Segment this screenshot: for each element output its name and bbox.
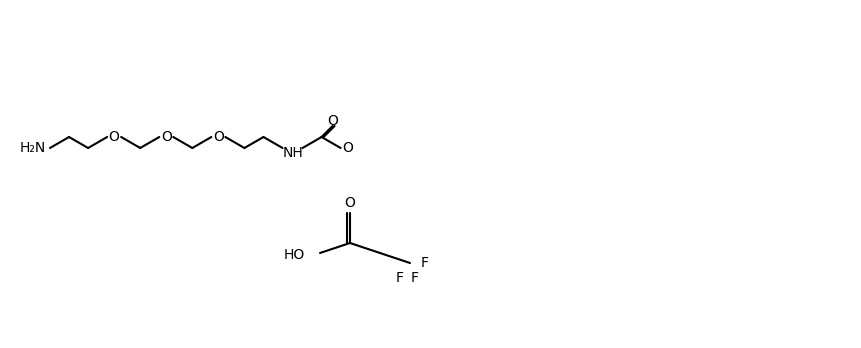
Text: F: F xyxy=(411,271,418,285)
Text: O: O xyxy=(327,114,338,128)
Text: O: O xyxy=(342,141,353,155)
Text: O: O xyxy=(161,130,171,144)
Text: F: F xyxy=(395,271,404,285)
Text: HO: HO xyxy=(283,248,305,262)
Text: H₂N: H₂N xyxy=(20,141,46,155)
Text: F: F xyxy=(420,256,429,270)
Text: O: O xyxy=(344,196,355,210)
Text: NH: NH xyxy=(282,146,302,160)
Text: O: O xyxy=(108,130,120,144)
Text: O: O xyxy=(213,130,224,144)
